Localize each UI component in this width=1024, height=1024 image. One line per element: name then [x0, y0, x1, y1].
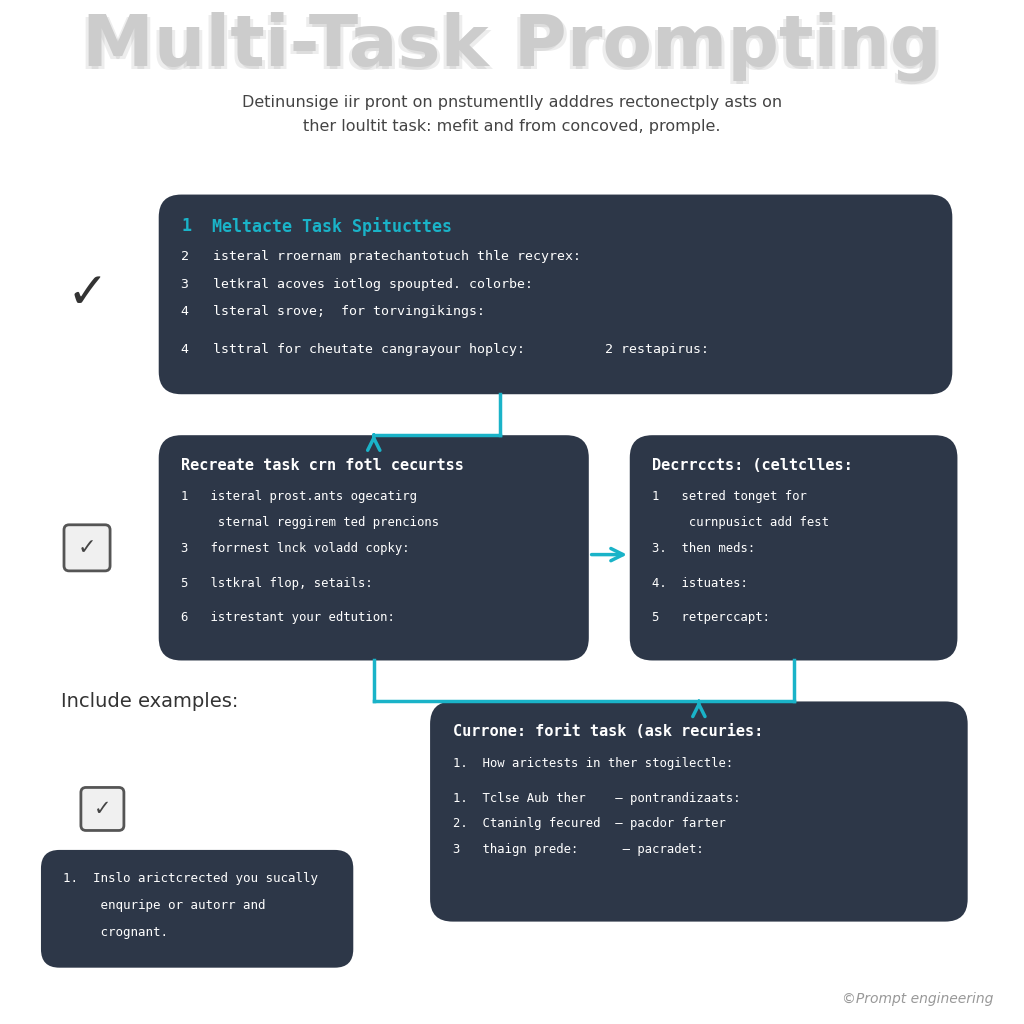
- Text: 3   forrnest lnck voladd copky:: 3 forrnest lnck voladd copky:: [181, 542, 410, 555]
- Text: Meltacte Task Spitucttes: Meltacte Task Spitucttes: [212, 217, 452, 237]
- Text: 3   thaign prede:      – pacradet:: 3 thaign prede: – pacradet:: [453, 843, 703, 856]
- Text: 4.  istuates:: 4. istuates:: [652, 577, 749, 590]
- Text: 2.  Ctaninlg fecured  – pacdor farter: 2. Ctaninlg fecured – pacdor farter: [453, 817, 725, 830]
- FancyBboxPatch shape: [63, 525, 111, 571]
- Text: Multi-Task Prompting: Multi-Task Prompting: [79, 14, 939, 84]
- Text: 1.  Tclse Aub ther    – pontrandizaats:: 1. Tclse Aub ther – pontrandizaats:: [453, 792, 740, 805]
- Text: Decrrccts: (celtclles:: Decrrccts: (celtclles:: [652, 458, 853, 473]
- Text: enquripe or autorr and: enquripe or autorr and: [63, 899, 266, 912]
- Text: crognant.: crognant.: [63, 926, 169, 939]
- Text: ✓: ✓: [93, 799, 112, 819]
- Text: ✓: ✓: [78, 538, 96, 558]
- FancyBboxPatch shape: [430, 701, 968, 922]
- FancyBboxPatch shape: [159, 435, 589, 660]
- Text: curnpusict add fest: curnpusict add fest: [652, 516, 829, 529]
- Text: 1: 1: [181, 217, 191, 236]
- Text: 3   letkral acoves iotlog spoupted. colorbe:: 3 letkral acoves iotlog spoupted. colorb…: [181, 278, 534, 291]
- Text: 5   lstkral flop, setails:: 5 lstkral flop, setails:: [181, 577, 373, 590]
- Text: Include examples:: Include examples:: [61, 692, 239, 711]
- Text: sternal reggirem ted prencions: sternal reggirem ted prencions: [181, 516, 439, 529]
- Text: 6   istrestant your edtution:: 6 istrestant your edtution:: [181, 611, 395, 625]
- Text: Currone: forit task (ask recuries:: Currone: forit task (ask recuries:: [453, 724, 763, 739]
- FancyBboxPatch shape: [630, 435, 957, 660]
- FancyBboxPatch shape: [41, 850, 353, 968]
- Text: ✓: ✓: [67, 270, 108, 318]
- Text: 1   setred tonget for: 1 setred tonget for: [652, 490, 807, 504]
- Text: Multi-Task Prompting: Multi-Task Prompting: [82, 11, 942, 81]
- Text: Recreate task crn fotl cecurtss: Recreate task crn fotl cecurtss: [181, 458, 464, 473]
- Text: Detinunsige iir pront on pnstumentlly adddres rectonectply asts on
ther loultit : Detinunsige iir pront on pnstumentlly ad…: [242, 95, 782, 134]
- FancyBboxPatch shape: [81, 787, 124, 830]
- Text: Multi-Task Prompting: Multi-Task Prompting: [85, 14, 945, 84]
- Text: 4   lsteral srove;  for torvingikings:: 4 lsteral srove; for torvingikings:: [181, 305, 485, 318]
- Text: 1.  Inslo arictcrected you sucally: 1. Inslo arictcrected you sucally: [63, 872, 318, 886]
- Text: 5   retperccapt:: 5 retperccapt:: [652, 611, 770, 625]
- Text: 3.  then meds:: 3. then meds:: [652, 542, 756, 555]
- Text: 2   isteral rroernam pratechantotuch thle recyrex:: 2 isteral rroernam pratechantotuch thle …: [181, 250, 582, 263]
- Text: 1.  How arictests in ther stogilectle:: 1. How arictests in ther stogilectle:: [453, 757, 733, 770]
- Text: 1   isteral prost.ants ogecatirg: 1 isteral prost.ants ogecatirg: [181, 490, 417, 504]
- Text: ©Prompt engineering: ©Prompt engineering: [842, 991, 993, 1006]
- FancyBboxPatch shape: [159, 195, 952, 394]
- Text: 4   lsttral for cheutate cangrayour hoplcy:          2 restapirus:: 4 lsttral for cheutate cangrayour hoplcy…: [181, 343, 710, 356]
